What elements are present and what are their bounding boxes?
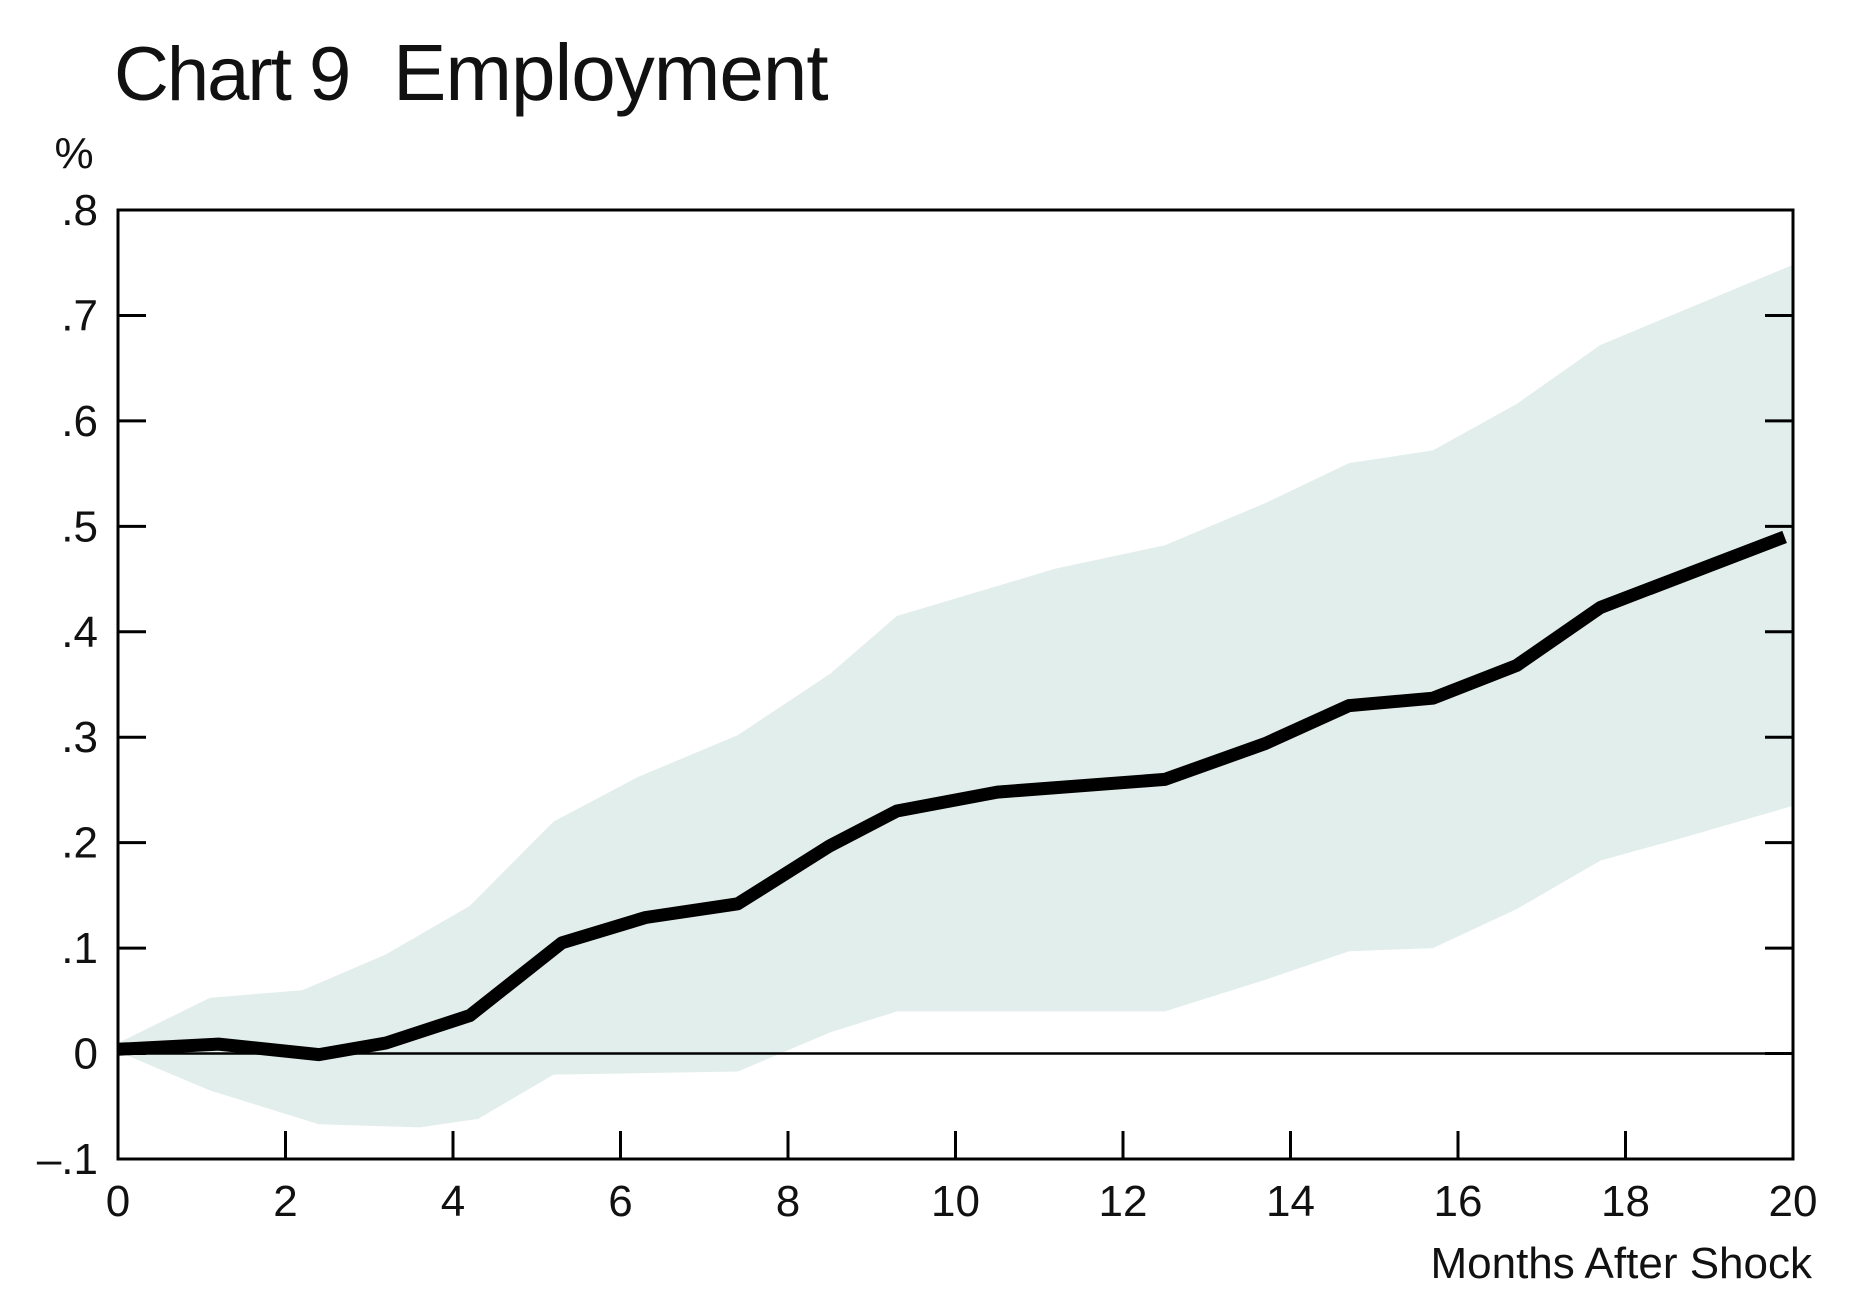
y-tick-label: .3 — [61, 713, 98, 762]
x-tick-label: 4 — [441, 1177, 465, 1226]
x-tick-label: 8 — [776, 1177, 800, 1226]
y-tick-label: .7 — [61, 291, 98, 340]
x-tick-label: 2 — [273, 1177, 297, 1226]
chart-title: Employment — [393, 28, 828, 117]
x-axis-title: Months After Shock — [1430, 1239, 1813, 1288]
x-tick-label: 16 — [1434, 1177, 1483, 1226]
y-tick-label: .8 — [61, 186, 98, 235]
y-tick-label: .2 — [61, 819, 98, 868]
employment-line — [117, 530, 1787, 1062]
x-tick-label: 20 — [1769, 1177, 1818, 1226]
y-tick-label: 0 — [74, 1030, 98, 1079]
plot-area: –.10.1.2.3.4.5.6.7.80 2 4 6 8 10 12 14 16 18 20 — [37, 186, 1818, 1226]
x-tick-label: 14 — [1266, 1177, 1315, 1226]
x-tick-label: 12 — [1099, 1177, 1148, 1226]
x-tick-label: 10 — [931, 1177, 980, 1226]
y-tick-label: –.1 — [37, 1135, 98, 1184]
y-tick-label: .5 — [61, 502, 98, 551]
x-tick-label: 0 — [106, 1177, 130, 1226]
x-tick-label: 6 — [608, 1177, 632, 1226]
y-axis-unit-label: % — [54, 129, 93, 178]
x-tick-label: 18 — [1601, 1177, 1650, 1226]
y-tick-label: .6 — [61, 397, 98, 446]
y-tick-label: .4 — [61, 608, 98, 657]
y-tick-label: .1 — [61, 924, 98, 973]
confidence-band — [118, 264, 1793, 1128]
plot-frame — [116, 208, 1795, 1161]
chart-number-label: Chart 9 — [114, 32, 349, 117]
